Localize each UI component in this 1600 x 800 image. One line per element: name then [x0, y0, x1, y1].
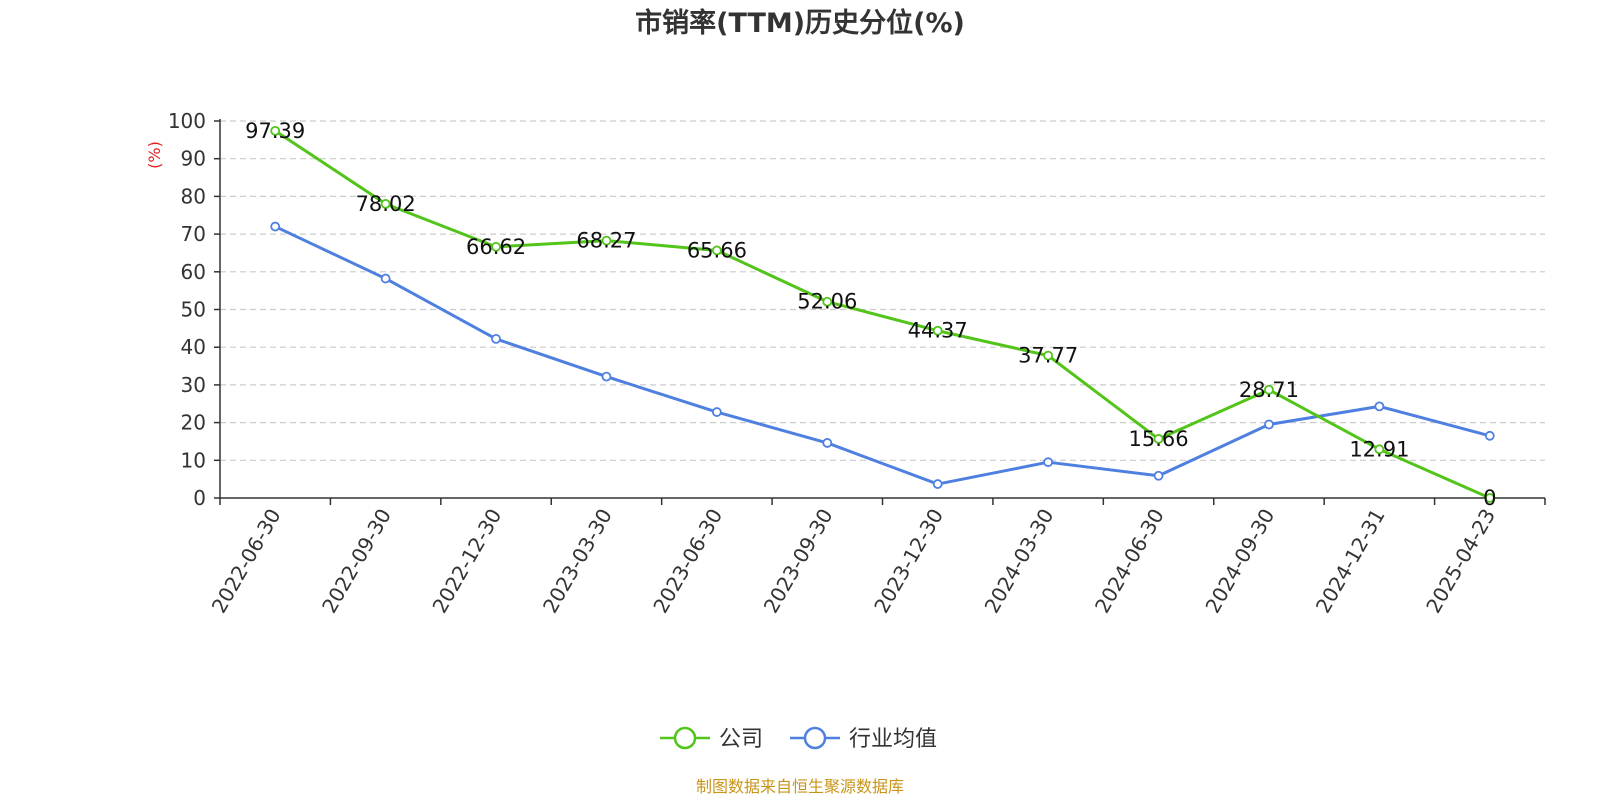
x-tick-label: 2023-06-30	[648, 505, 727, 618]
x-tick-label: 2024-06-30	[1090, 505, 1169, 618]
y-tick-label: 60	[181, 260, 206, 284]
company-data-label: 66.62	[466, 235, 526, 259]
company-data-point[interactable]	[1043, 350, 1054, 361]
x-tick-label: 2025-04-23	[1421, 505, 1500, 618]
industry-data-point[interactable]	[270, 221, 281, 232]
industry-data-point[interactable]	[491, 334, 501, 344]
company-data-label: 0	[1483, 486, 1496, 510]
industry-data-point[interactable]	[932, 479, 943, 489]
legend: 公司 行业均值	[660, 726, 937, 752]
y-tick-label: 70	[181, 222, 206, 246]
y-tick-label: 30	[181, 373, 206, 397]
x-tick-label: 2023-12-30	[869, 505, 948, 618]
company-data-label: 12.91	[1349, 437, 1409, 461]
company-data-point[interactable]	[380, 198, 391, 209]
company-data-point[interactable]	[932, 325, 943, 336]
x-tick-label: 2024-09-30	[1200, 505, 1279, 618]
company-data-label: 78.02	[356, 192, 416, 216]
y-tick-label: 40	[181, 335, 206, 359]
legend-industry-marker	[803, 726, 827, 750]
industry-data-point[interactable]	[380, 273, 391, 284]
industry-data-point[interactable]	[1484, 430, 1495, 441]
chart-title: 市销率(TTM)历史分位(%)	[635, 7, 965, 39]
industry-data-point[interactable]	[1374, 401, 1385, 412]
company-data-point[interactable]	[1374, 444, 1385, 455]
company-data-point[interactable]	[711, 245, 722, 256]
company-data-point[interactable]	[1264, 384, 1274, 395]
company-data-point[interactable]	[491, 241, 501, 252]
grid-lines	[220, 120, 1545, 461]
company-data-point[interactable]	[601, 235, 612, 246]
y-tick-label: 90	[181, 147, 206, 171]
company-data-point[interactable]	[1484, 493, 1495, 503]
y-tick-label: 100	[168, 109, 206, 133]
x-tick-label: 2023-09-30	[759, 505, 838, 618]
x-tick-label: 2024-03-30	[980, 505, 1059, 618]
source-note: 制图数据来自恒生聚源数据库	[696, 777, 904, 796]
y-tick-label: 10	[181, 448, 206, 472]
x-tick-label: 2023-03-30	[538, 505, 617, 618]
legend-item-industry-average[interactable]: 行业均值	[790, 726, 937, 752]
industry-data-point[interactable]	[1153, 470, 1164, 481]
company-data-point[interactable]	[270, 125, 281, 136]
company-data-label: 52.06	[797, 290, 857, 314]
company-data-label: 97.39	[245, 119, 305, 143]
legend-item-company[interactable]: 公司	[660, 726, 763, 752]
legend-industry-label: 行业均值	[849, 727, 937, 752]
x-tick-label: 2024-12-31	[1311, 505, 1390, 618]
y-tick-label: 20	[181, 411, 206, 435]
y-tick-label: 0	[193, 486, 206, 510]
company-series-line	[274, 129, 1491, 500]
y-tick-label: 80	[181, 184, 206, 208]
y-axis-label: (%)	[145, 141, 164, 169]
series-lines	[270, 125, 1495, 503]
company-data-label: 68.27	[576, 229, 636, 253]
industry-data-point[interactable]	[1043, 457, 1054, 468]
industry-data-point[interactable]	[711, 407, 722, 417]
legend-company-marker	[673, 726, 697, 750]
company-data-label: 65.66	[687, 238, 747, 262]
company-data-point[interactable]	[1153, 434, 1164, 444]
y-tick-label: 50	[181, 298, 206, 322]
company-data-label: 28.71	[1239, 378, 1299, 402]
company-data-label: 37.77	[1018, 344, 1078, 368]
company-data-label: 44.37	[908, 319, 968, 343]
company-data-point[interactable]	[822, 296, 833, 307]
industry-series-line	[274, 225, 1491, 486]
x-tick-label: 2022-06-30	[207, 505, 286, 618]
x-tick-label: 2022-12-30	[427, 505, 506, 618]
data-labels: 97.39 78.02 66.62 68.27 65.66 52.06 44.37 37.77…	[245, 119, 1496, 510]
legend-company-label: 公司	[719, 727, 763, 752]
company-data-label: 15.66	[1128, 427, 1188, 451]
axes: 0 10 20 30 40 50 60 70 80 90 100 2022-06-30 2022-09-…	[168, 109, 1546, 618]
industry-data-point[interactable]	[822, 438, 833, 448]
industry-data-point[interactable]	[601, 371, 612, 382]
x-tick-label: 2022-09-30	[317, 505, 396, 618]
industry-data-point[interactable]	[1264, 419, 1274, 430]
